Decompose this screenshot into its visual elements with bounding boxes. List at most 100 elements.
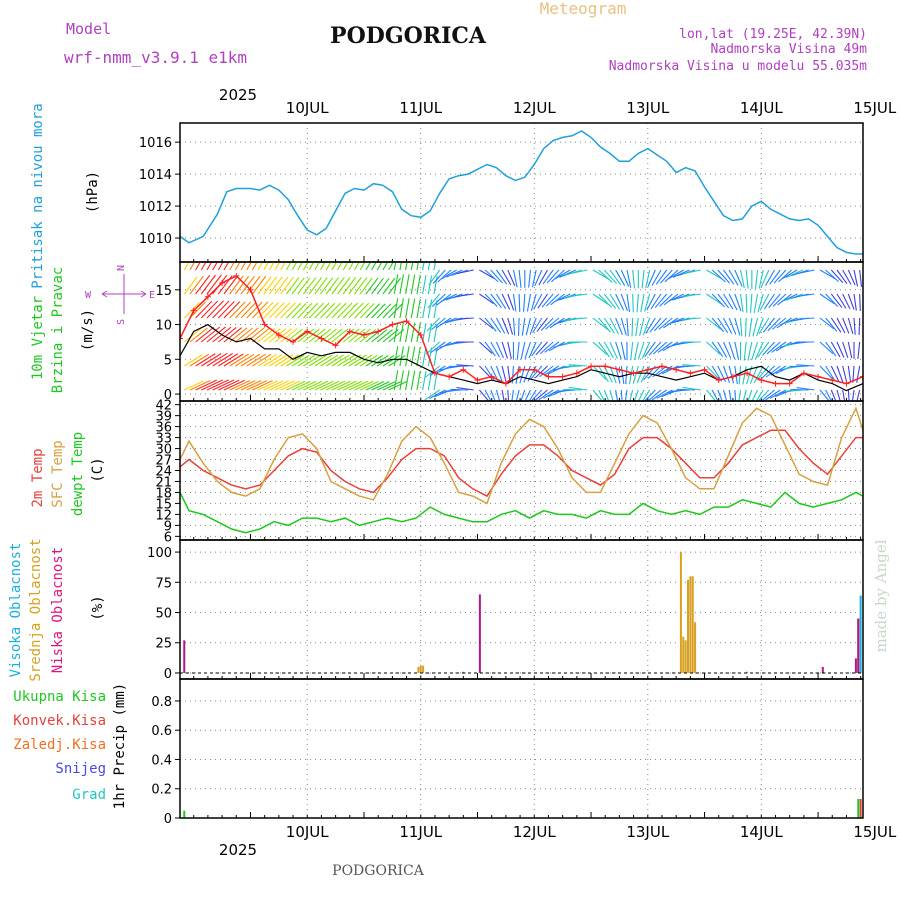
wind-barb xyxy=(756,365,770,381)
wind-barb xyxy=(540,317,554,331)
wind-barb xyxy=(382,381,402,391)
wind-barb xyxy=(528,389,537,401)
wind-barb xyxy=(320,302,336,319)
wind-barb xyxy=(728,341,736,360)
wind-barb xyxy=(568,386,588,391)
y-tick-label: 0 xyxy=(164,667,172,682)
wind-barb xyxy=(433,262,436,271)
plot-area-2 xyxy=(180,406,863,534)
wind-barb xyxy=(263,380,284,391)
y-tick-label: 33 xyxy=(155,432,172,447)
wind-barb xyxy=(526,293,532,312)
wind-barb xyxy=(830,365,840,382)
wind-barb xyxy=(728,293,738,311)
wind-barb xyxy=(291,262,298,271)
wind-barb xyxy=(682,364,701,367)
wind-barb xyxy=(530,293,537,312)
wind-barb xyxy=(847,365,852,383)
wind-barb xyxy=(308,380,329,391)
wind-barb xyxy=(528,269,532,288)
wind-barb xyxy=(537,293,548,309)
cloud-label-3: Niska Oblacnost xyxy=(50,547,66,673)
wind-barb xyxy=(263,262,269,271)
wind-barb xyxy=(433,371,438,391)
gust-point xyxy=(180,335,183,342)
wind-barb xyxy=(706,341,721,355)
wind-barb xyxy=(410,262,414,271)
wind-barb xyxy=(286,380,306,391)
y-tick-label: 15 xyxy=(155,497,172,512)
wind-barb xyxy=(851,389,855,401)
gust-point xyxy=(630,370,637,377)
bottom-day-labels: 10JUL 11JUL 12JUL 13JUL 14JUL 15JUL xyxy=(286,823,897,841)
wind-barb xyxy=(399,262,402,271)
bar xyxy=(746,671,749,673)
wind-barb xyxy=(388,354,406,367)
wind-barb xyxy=(768,293,781,309)
wind-barb xyxy=(320,277,334,295)
wind-barb xyxy=(501,365,507,383)
wind-barb xyxy=(825,317,838,332)
day-label-top: 11JUL xyxy=(399,99,442,117)
wind-barb xyxy=(830,341,841,358)
wind-barb xyxy=(405,346,410,367)
wind-barb xyxy=(641,341,651,359)
wind-barb xyxy=(742,389,747,401)
wind-barb xyxy=(297,354,316,367)
wind-barb xyxy=(753,365,764,384)
wind-barb xyxy=(252,380,273,391)
wind-barb xyxy=(620,269,630,287)
wind-barb xyxy=(766,341,781,355)
wind-barb xyxy=(354,277,368,295)
wind-barb xyxy=(553,293,571,303)
wind-barb xyxy=(598,269,613,283)
gust-point xyxy=(517,366,524,373)
gust-point xyxy=(673,366,680,373)
wind-barb xyxy=(342,302,359,319)
wind-barb xyxy=(200,326,220,343)
wind-barb xyxy=(246,275,261,295)
wind-barb xyxy=(628,365,634,385)
wind-barb xyxy=(722,341,732,359)
wind-barb xyxy=(518,269,522,288)
wind-barb xyxy=(382,303,398,319)
wind-barb xyxy=(830,293,843,308)
wind-barb xyxy=(763,293,776,310)
wind-barb xyxy=(382,277,396,295)
wind-barb xyxy=(456,269,474,275)
wind-barb xyxy=(348,354,367,367)
bar xyxy=(859,595,862,673)
wind-barb xyxy=(644,341,656,358)
wind-barb xyxy=(635,317,639,337)
wind-barb xyxy=(761,365,775,379)
wind-barb xyxy=(620,365,625,384)
wind-barb xyxy=(642,317,651,336)
wind-barb xyxy=(229,380,251,391)
wind-barb xyxy=(416,370,421,391)
gust-point xyxy=(573,370,580,377)
wind-barb xyxy=(742,365,747,385)
wind-barb xyxy=(308,277,323,295)
wind-barb xyxy=(405,298,410,319)
wind-barb xyxy=(609,341,618,359)
wind-barb xyxy=(354,354,373,367)
wind-barb xyxy=(337,354,356,367)
wind-barb xyxy=(240,262,247,271)
y-tick-label: 0.8 xyxy=(151,695,172,710)
wind-barb xyxy=(456,317,474,320)
gust-point xyxy=(389,321,396,328)
wind-barb xyxy=(859,269,863,288)
wind-barb xyxy=(706,365,720,380)
gust-point xyxy=(290,338,297,345)
temp-unit: (C) xyxy=(90,457,106,482)
wind-barb xyxy=(645,269,651,289)
wind-barb xyxy=(536,317,548,332)
wind-barb xyxy=(354,380,374,391)
year-top: 2025 xyxy=(219,86,257,104)
wind-barb xyxy=(251,301,269,319)
wind-barb xyxy=(592,317,609,330)
gust-point xyxy=(332,342,339,349)
wind-barb xyxy=(836,317,846,334)
wind-barb xyxy=(201,379,223,391)
wind-barb xyxy=(490,317,502,333)
